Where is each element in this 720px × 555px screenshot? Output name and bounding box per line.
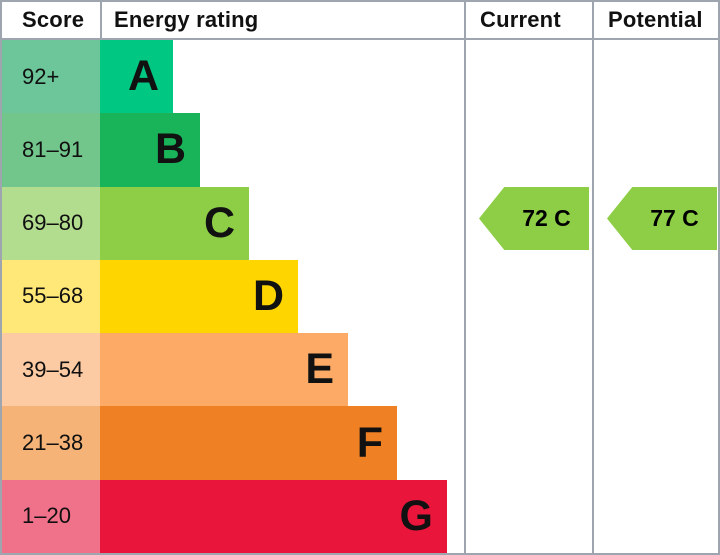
- rating-bar-b: B: [100, 113, 200, 187]
- band-letter-f: F: [356, 418, 383, 467]
- band-row-f: 21–38 F: [2, 406, 718, 480]
- header-energy-rating: Energy rating: [114, 7, 259, 32]
- band-row-a: 92+ A: [2, 40, 718, 114]
- band-letter-g: G: [399, 491, 433, 540]
- score-range-b: 81–91: [2, 113, 100, 187]
- rating-bar-f: F: [100, 406, 397, 480]
- score-range-c: 69–80: [2, 186, 100, 260]
- band-rows: 92+ A 81–91 B 69–80 C 55–68 D 39–54 E 21–38 F 1–20 G: [2, 40, 718, 553]
- header-score: Score: [22, 7, 85, 32]
- band-letter-b: B: [154, 125, 186, 174]
- chart-header: Score Energy rating Current Potential: [2, 2, 718, 40]
- rating-bar-g: G: [100, 479, 447, 553]
- potential-column-divider: [592, 2, 594, 553]
- score-column-divider: [100, 2, 102, 38]
- band-row-b: 81–91 B: [2, 113, 718, 187]
- score-range-g: 1–20: [2, 479, 100, 553]
- current-rating-arrow: 72 C: [479, 187, 589, 250]
- band-row-e: 39–54 E: [2, 333, 718, 407]
- rating-bar-d: D: [100, 259, 298, 334]
- rating-bar-c: C: [100, 186, 249, 260]
- band-letter-a: A: [127, 52, 159, 101]
- header-current: Current: [480, 7, 561, 32]
- rating-bar-e: E: [100, 333, 348, 407]
- potential-rating-label: 77 C: [650, 205, 699, 231]
- header-potential: Potential: [608, 7, 703, 32]
- score-range-e: 39–54: [2, 333, 100, 407]
- band-row-g: 1–20 G: [2, 479, 718, 553]
- current-column-divider: [464, 2, 466, 553]
- current-rating-label: 72 C: [522, 205, 571, 231]
- band-letter-d: D: [252, 271, 284, 320]
- band-row-c: 69–80 C: [2, 186, 718, 260]
- score-range-d: 55–68: [2, 259, 100, 334]
- band-row-d: 55–68 D: [2, 259, 718, 334]
- score-range-f: 21–38: [2, 406, 100, 480]
- band-letter-e: E: [305, 345, 334, 394]
- rating-bar-a: A: [100, 40, 173, 114]
- band-letter-c: C: [203, 198, 235, 247]
- potential-rating-arrow: 77 C: [607, 187, 717, 250]
- score-range-a: 92+: [2, 40, 100, 114]
